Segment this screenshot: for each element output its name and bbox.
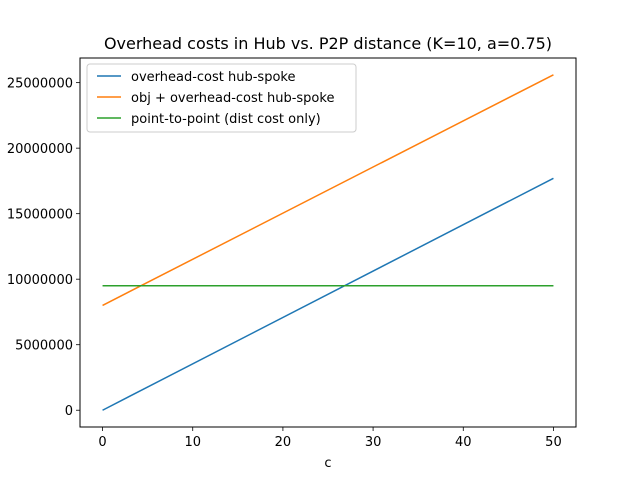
y-tick-label-2: 10000000: [7, 273, 73, 288]
x-tick-label-5: 50: [545, 435, 562, 450]
y-tick-label-5: 25000000: [7, 77, 73, 92]
y-tick-label-0: 0: [65, 404, 73, 419]
legend-entry-2: point-to-point (dist cost only): [131, 112, 321, 127]
series-line-1: [102, 74, 554, 307]
legend-entry-1: obj + overhead-cost hub-spoke: [131, 91, 334, 106]
y-tick-label-1: 5000000: [15, 339, 73, 354]
legend-entry-0: overhead-cost hub-spoke: [131, 70, 295, 85]
x-tick-label-4: 40: [455, 435, 472, 450]
y-axis-ticks: 0 5000000 10000000 15000000 20000000 25000000: [7, 77, 80, 419]
y-tick-label-4: 20000000: [7, 142, 73, 157]
x-tick-label-1: 10: [184, 435, 201, 450]
x-axis-ticks: 0 10 20 30 40 50: [98, 427, 562, 450]
plot-lines: [102, 74, 554, 411]
x-axis-label: c: [324, 456, 331, 471]
y-tick-label-3: 15000000: [7, 208, 73, 223]
legend: overhead-cost hub-spoke obj + overhead-co…: [86, 63, 357, 133]
x-tick-label-3: 30: [365, 435, 382, 450]
series-line-0: [102, 177, 554, 411]
chart-title: Overhead costs in Hub vs. P2P distance (…: [104, 34, 552, 53]
plot-frame: [79, 57, 577, 428]
x-tick-label-0: 0: [98, 435, 106, 450]
x-tick-label-2: 20: [275, 435, 292, 450]
legend-frame: [86, 63, 357, 133]
